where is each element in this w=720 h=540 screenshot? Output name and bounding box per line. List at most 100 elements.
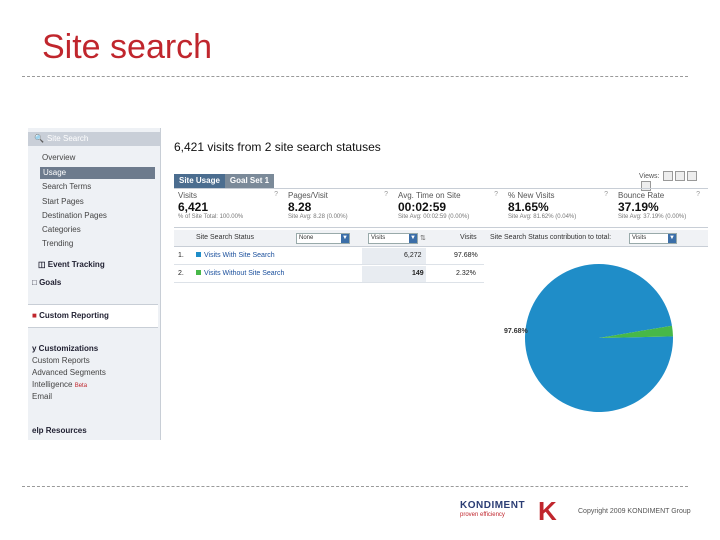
bar-view-icon[interactable]	[687, 171, 698, 181]
stat-bounce-rate: Bounce Rate 37.19% Site Avg: 37.19% (0.0…	[618, 191, 704, 225]
beta-badge: Beta	[74, 383, 88, 389]
pie-view-icon[interactable]	[675, 171, 686, 181]
select-value: Visits	[371, 235, 386, 241]
logo-tagline: proven efficiency	[460, 512, 505, 518]
sidebar-item-advanced-segments[interactable]: Advanced Segments	[32, 368, 106, 377]
contribution-pie-chart	[525, 263, 673, 412]
sidebar-header-label: Site Search	[46, 134, 89, 143]
intelligence-label: Intelligence	[32, 380, 73, 389]
goals-icon: □	[32, 278, 37, 287]
custom-reporting-box: ■ Custom Reporting	[28, 304, 158, 328]
magnifier-icon: 🔍	[34, 134, 44, 143]
stat-value: 6,421	[178, 200, 209, 214]
stat-sub: Site Avg: 8.28 (0.00%)	[288, 214, 348, 220]
dimension-header[interactable]: Site Search Status	[196, 234, 254, 241]
sidebar-item-event-tracking[interactable]: ◫ Event Tracking	[34, 258, 105, 272]
analytics-screenshot: 🔍 Site Search Overview Usage Search Terms…	[28, 128, 708, 440]
metric-select[interactable]: Visits ▼	[368, 233, 418, 244]
event-icon: ◫	[38, 260, 46, 269]
stat-label: Bounce Rate	[618, 191, 665, 200]
bottom-divider	[22, 486, 688, 487]
kondiment-logo: KONDIMENT proven efficiency K	[460, 496, 557, 526]
stat-label: Visits	[178, 191, 197, 200]
stat-value: 37.19%	[618, 200, 659, 214]
sidebar-item-email[interactable]: Email	[32, 392, 53, 401]
sidebar-item-trending[interactable]: Trending	[42, 239, 74, 248]
row-name: Visits With Site Search	[204, 252, 275, 259]
report-tabs: Site Usage Goal Set 1	[174, 170, 275, 188]
row-visits: 149	[412, 270, 424, 277]
series-swatch	[196, 270, 201, 275]
stat-pages-visit: Pages/Visit 8.28 Site Avg: 8.28 (0.00%) …	[288, 191, 392, 225]
sidebar: 🔍 Site Search Overview Usage Search Terms…	[28, 128, 161, 440]
sidebar-item-intelligence[interactable]: Intelligence Beta	[32, 379, 87, 391]
stat-sub: Site Avg: 81.62% (0.04%)	[508, 214, 577, 220]
pie-slice-2[interactable]	[599, 325, 673, 338]
help-icon[interactable]: ?	[274, 191, 278, 198]
stat-label: % New Visits	[508, 191, 555, 200]
contribution-select[interactable]: Visits ▼	[629, 233, 677, 244]
pie-slice-1[interactable]	[525, 263, 673, 412]
sidebar-item-overview[interactable]: Overview	[42, 153, 76, 162]
secondary-dimension-select[interactable]: None ▼	[296, 233, 350, 244]
tab-site-usage[interactable]: Site Usage	[174, 174, 225, 188]
sort-icon[interactable]: ⇅	[420, 235, 426, 242]
custom-reporting-label: Custom Reporting	[39, 311, 109, 320]
sidebar-item-custom-reports[interactable]: Custom Reports	[32, 356, 90, 365]
views-switcher: Views:	[639, 171, 708, 191]
row-index: 2.	[178, 270, 184, 277]
stat-value: 8.28	[288, 200, 312, 214]
row-link[interactable]: Visits Without Site Search	[196, 270, 284, 277]
help-icon[interactable]: ?	[604, 191, 608, 198]
visits-header[interactable]: Visits	[460, 234, 477, 241]
row-visits: 6,272	[404, 252, 422, 259]
report-panel: 6,421 visits from 2 site search statuses…	[174, 128, 708, 440]
contribution-header: Site Search Status contribution to total…	[490, 234, 612, 241]
tab-goal-set-1[interactable]: Goal Set 1	[224, 174, 275, 188]
sidebar-item-custom-reporting[interactable]: ■ Custom Reporting	[28, 309, 109, 323]
chevron-down-icon: ▼	[409, 234, 417, 243]
help-icon[interactable]: ?	[494, 191, 498, 198]
sidebar-item-destination-pages[interactable]: Destination Pages	[42, 211, 107, 220]
copyright-text: Copyright 2009 KONDIMENT Group	[578, 508, 691, 515]
top-divider	[22, 76, 688, 77]
chevron-down-icon: ▼	[668, 234, 676, 243]
row-percent: 2.32%	[456, 270, 476, 277]
sidebar-item-categories[interactable]: Categories	[42, 225, 81, 234]
stat-label: Avg. Time on Site	[398, 191, 461, 200]
report-icon: ■	[32, 311, 37, 320]
row-link[interactable]: Visits With Site Search	[196, 252, 275, 259]
views-label: Views:	[639, 172, 660, 180]
select-value: None	[299, 235, 314, 241]
row-index: 1.	[178, 252, 184, 259]
select-value: Visits	[632, 235, 647, 241]
summary-stats: Visits 6,421 % of Site Total: 100.00% ? …	[174, 188, 708, 228]
table-row[interactable]: 2. Visits Without Site Search 149 2.32%	[174, 266, 484, 283]
sidebar-item-help-resources[interactable]: elp Resources	[32, 426, 87, 435]
sidebar-item-goals[interactable]: □ Goals	[28, 276, 61, 290]
stat-visits: Visits 6,421 % of Site Total: 100.00% ?	[178, 191, 282, 225]
compare-view-icon[interactable]	[641, 181, 651, 191]
help-icon[interactable]: ?	[696, 191, 700, 198]
sidebar-item-search-terms[interactable]: Search Terms	[42, 182, 92, 191]
chevron-down-icon: ▼	[341, 234, 349, 243]
stat-label: Pages/Visit	[288, 191, 328, 200]
help-icon[interactable]: ?	[384, 191, 388, 198]
visits-column-shade	[362, 266, 426, 282]
sidebar-header[interactable]: 🔍 Site Search	[28, 132, 160, 146]
slide-title: Site search	[42, 28, 213, 66]
stat-avg-time: Avg. Time on Site 00:02:59 Site Avg: 00:…	[398, 191, 502, 225]
series-swatch	[196, 252, 201, 257]
event-tracking-label: Event Tracking	[47, 260, 105, 269]
stat-sub: Site Avg: 00:02:59 (0.00%)	[398, 214, 470, 220]
sidebar-item-usage[interactable]: Usage	[40, 167, 155, 179]
table-row[interactable]: 1. Visits With Site Search 6,272 97.68%	[174, 248, 484, 265]
goals-label: Goals	[39, 278, 62, 287]
customizations-heading: y Customizations	[32, 344, 99, 353]
logo-mark: K	[538, 496, 557, 526]
pie-data-label: 97.68%	[504, 328, 528, 335]
stat-sub: % of Site Total: 100.00%	[178, 214, 244, 220]
table-view-icon[interactable]	[663, 171, 674, 181]
sidebar-item-start-pages[interactable]: Start Pages	[42, 197, 84, 206]
stat-sub: Site Avg: 37.19% (0.00%)	[618, 214, 687, 220]
